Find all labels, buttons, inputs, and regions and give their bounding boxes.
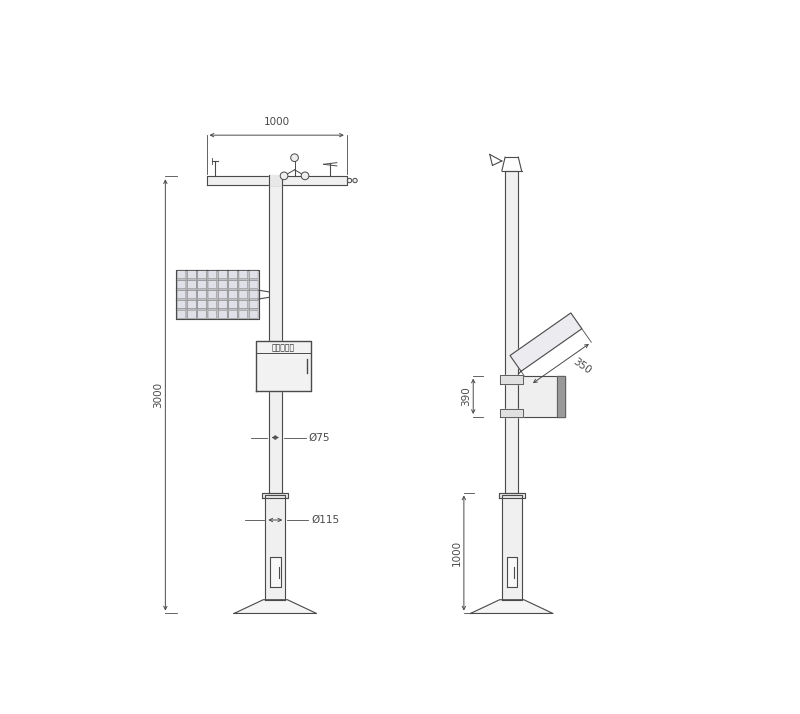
FancyBboxPatch shape [229,271,238,279]
FancyBboxPatch shape [187,311,196,318]
FancyBboxPatch shape [187,301,196,308]
Polygon shape [269,185,282,493]
Polygon shape [256,341,311,391]
FancyBboxPatch shape [250,311,258,318]
FancyBboxPatch shape [229,311,238,318]
FancyBboxPatch shape [229,281,238,288]
Polygon shape [500,408,523,418]
FancyBboxPatch shape [208,311,217,318]
Circle shape [290,154,298,161]
FancyBboxPatch shape [198,271,206,279]
Polygon shape [269,175,282,185]
FancyBboxPatch shape [198,291,206,298]
Polygon shape [500,375,523,384]
Polygon shape [510,313,582,371]
Text: 环境监测站: 环境监测站 [272,343,295,352]
FancyBboxPatch shape [239,301,248,308]
Polygon shape [498,493,525,498]
FancyBboxPatch shape [177,281,186,288]
FancyBboxPatch shape [218,271,227,279]
FancyBboxPatch shape [239,311,248,318]
Polygon shape [262,493,289,498]
FancyBboxPatch shape [218,311,227,318]
Text: Ø115: Ø115 [311,515,339,525]
FancyBboxPatch shape [177,291,186,298]
Polygon shape [502,496,522,600]
FancyBboxPatch shape [198,311,206,318]
FancyBboxPatch shape [198,281,206,288]
Text: 390: 390 [461,386,471,406]
FancyBboxPatch shape [187,291,196,298]
Polygon shape [505,171,518,493]
Circle shape [347,178,352,183]
Circle shape [301,172,309,180]
Polygon shape [270,557,281,588]
FancyBboxPatch shape [239,271,248,279]
Text: 1000: 1000 [452,540,462,566]
FancyBboxPatch shape [239,281,248,288]
FancyBboxPatch shape [218,281,227,288]
FancyBboxPatch shape [177,271,186,279]
Circle shape [280,172,288,180]
FancyBboxPatch shape [250,271,258,279]
Polygon shape [558,376,565,417]
FancyBboxPatch shape [208,271,217,279]
FancyBboxPatch shape [218,301,227,308]
FancyBboxPatch shape [218,291,227,298]
FancyBboxPatch shape [250,281,258,288]
FancyBboxPatch shape [229,301,238,308]
FancyBboxPatch shape [239,291,248,298]
Text: 3000: 3000 [154,382,163,408]
Polygon shape [234,600,317,613]
Polygon shape [518,376,565,417]
FancyBboxPatch shape [250,301,258,308]
Polygon shape [206,176,346,185]
Text: 350: 350 [571,356,593,376]
FancyBboxPatch shape [187,271,196,279]
Polygon shape [176,270,259,319]
Polygon shape [266,496,285,600]
FancyBboxPatch shape [229,291,238,298]
Polygon shape [506,557,517,588]
Text: Ø75: Ø75 [308,433,330,443]
FancyBboxPatch shape [177,301,186,308]
FancyBboxPatch shape [177,311,186,318]
FancyBboxPatch shape [250,291,258,298]
FancyBboxPatch shape [198,301,206,308]
FancyBboxPatch shape [187,281,196,288]
Text: 1000: 1000 [264,117,290,127]
Polygon shape [470,600,553,613]
FancyBboxPatch shape [208,291,217,298]
FancyBboxPatch shape [208,301,217,308]
Circle shape [353,178,358,183]
FancyBboxPatch shape [208,281,217,288]
